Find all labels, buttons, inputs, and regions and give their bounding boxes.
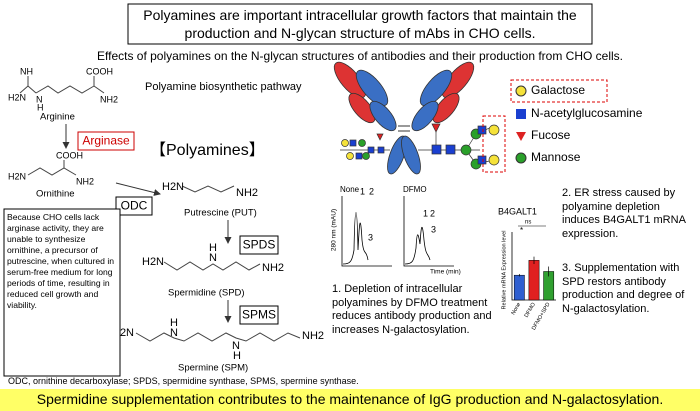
legend-symbol [515,152,527,164]
x-tick-label: None [511,302,523,316]
panel-label: DFMO [403,185,427,194]
significance: * [520,226,523,235]
enzyme: ODC [121,199,148,213]
axis-title: Relative mRNA Expression level [501,231,507,310]
atom: COOH [56,150,83,160]
header-title: Polyamines are important intracellular g… [143,7,577,41]
molecule-name: Putrescine (PUT) [184,208,257,219]
atom: NH2 [302,330,324,342]
peak-label: 3 [368,232,373,242]
panel-label: None [340,185,360,194]
atom: COOH [86,66,113,76]
subtitle: Effects of polyamines on the N-glycan st… [96,49,624,63]
arrow [115,182,161,196]
legend-label: Fucose [531,128,571,142]
atom: NH2 [100,94,118,104]
finding: 1. Depletion of intracellular polyamines… [332,283,492,336]
bar [528,260,540,301]
atom: H [37,102,44,112]
chromatogram [341,196,454,267]
ornithine-structure [27,160,77,176]
legend-label: Galactose [531,83,585,97]
peak-label: 2 [430,208,435,218]
atom: NH2 [76,176,94,186]
bar [513,274,525,301]
atom: NH2 [262,262,284,274]
atom: H [233,350,241,362]
axis-title: Time (min) [430,269,461,276]
enzyme: Arginase [82,134,130,148]
legend-symbol [515,85,527,97]
x-tick-label: DFMO [524,301,538,319]
conclusion-banner [0,389,700,411]
enzyme-box [239,235,279,255]
atom: NH2 [236,187,258,199]
putrescine-structure [181,185,235,193]
atom: N [232,340,240,352]
finding: 3. Supplementation with SPD restors anti… [562,262,685,315]
molecule-name: Ornithine [36,189,75,200]
peak-label: 3 [431,224,436,234]
atom: H2N [142,256,164,268]
footnote: ODC, ornithine decarboxylase; SPDS, sper… [8,376,359,386]
molecule-name: Arginine [40,112,75,123]
peak-label: 1 [423,208,428,218]
peak-label: 2 [369,186,374,196]
legend-symbol [516,109,526,119]
enzyme-box [115,196,153,216]
atom: H [209,242,217,254]
atom: H2N [8,171,26,181]
molecule-name: Spermidine (SPD) [168,288,245,299]
axis [511,232,556,301]
bar-chart: B4GALT1 ns* Relative mRNA Expression level… [498,206,556,331]
highlight-box [510,79,608,103]
axis-title: 280 nm (mAU) [331,209,338,251]
legend-label: N-acetylglucosamine [531,106,643,120]
group-label: 【Polyamines】 [150,142,265,159]
atom: N [209,252,217,264]
molecule-name: Spermine (SPM) [178,363,248,374]
chart-title: B4GALT1 [498,206,537,216]
spermine-structure [135,332,301,342]
conclusion: Spermidine supplementation contributes t… [36,391,664,407]
glycan [340,123,500,170]
legend-label: Mannose [531,150,581,164]
antibody [333,61,475,175]
atom: H2N [8,92,26,102]
header-box [127,3,593,45]
atom: H [170,317,178,329]
atom: N [170,327,178,339]
peak-label: 1 [360,186,365,196]
atom: NH [20,66,33,76]
atom: N [36,94,43,104]
enzyme: SPDS [243,238,276,252]
enzyme-box [239,305,279,325]
arginine-structure [19,76,105,94]
significance: ns [525,220,531,226]
highlight-box [482,115,506,173]
spermidine-structure [163,261,261,271]
enzyme-box [77,131,135,151]
pathway-title: Polyamine biosynthetic pathway [145,81,302,93]
note: Because CHO cells lack arginase activity… [7,212,115,310]
enzyme: SPMS [242,308,276,322]
legend-symbol [516,132,526,141]
finding: 2. ER stress caused by polyamine depleti… [562,187,686,240]
atom: H2N [162,181,184,193]
note-box [3,208,121,377]
